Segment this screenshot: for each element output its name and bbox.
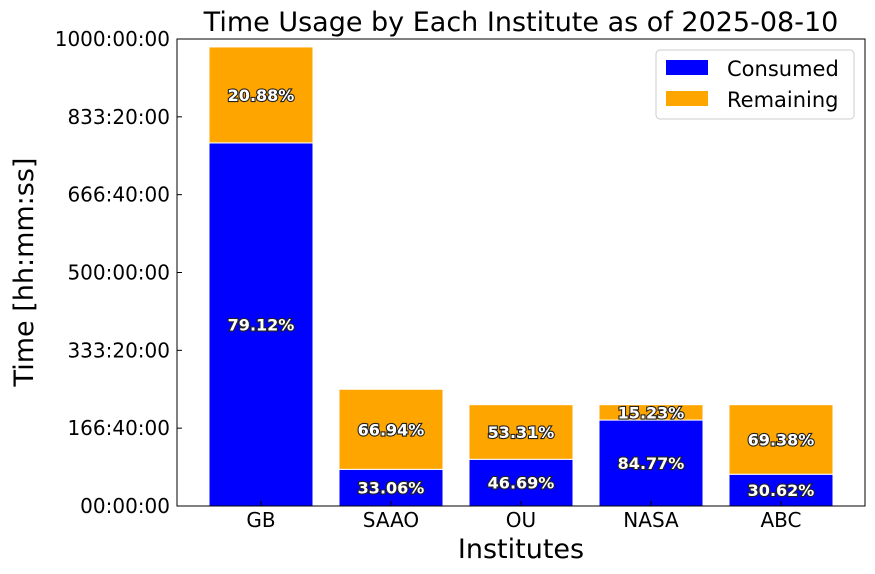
y-tick-label: 166:40:00 (67, 416, 170, 440)
x-tick-label-gb: GB (246, 508, 275, 532)
bar-label-remaining-saao: 66.94% (358, 420, 425, 439)
bar-label-consumed-saao: 33.06% (358, 479, 425, 498)
bar-remaining-abc (728, 404, 834, 475)
bar-label-remaining-abc: 69.38% (748, 430, 815, 449)
bar-remaining-saao (338, 388, 444, 470)
bar-remaining-nasa (598, 404, 704, 421)
x-tick-label-nasa: NASA (623, 508, 679, 532)
y-tick-label: 666:40:00 (67, 183, 170, 207)
legend-swatch-consumed (666, 60, 708, 75)
y-tick-label: 00:00:00 (80, 494, 170, 518)
bar-label-remaining-nasa: 15.23% (618, 403, 685, 422)
bar-label-consumed-nasa: 84.77% (618, 454, 685, 473)
bar-consumed-abc (728, 473, 834, 507)
x-tick-label-saao: SAAO (363, 508, 419, 532)
bar-remaining-gb (208, 46, 314, 144)
bar-consumed-gb (208, 142, 314, 507)
bar-label-remaining-ou: 53.31% (488, 423, 555, 442)
bar-label-consumed-ou: 46.69% (488, 474, 555, 493)
legend-label-remaining: Remaining (727, 88, 839, 112)
x-tick-label-ou: OU (506, 508, 536, 532)
y-tick-label: 500:00:00 (67, 261, 170, 285)
x-axis-title: Institutes (458, 534, 584, 565)
bar-label-consumed-gb: 79.12% (228, 315, 295, 334)
y-tick-label: 333:20:00 (67, 338, 170, 362)
x-tick-label-abc: ABC (760, 508, 801, 532)
y-tick-label: 833:20:00 (67, 105, 170, 129)
legend-swatch-remaining (666, 91, 708, 106)
legend: Consumed Remaining (655, 49, 855, 120)
x-axis: GB SAAO OU NASA ABC (246, 501, 802, 532)
y-tick-label: 1000:00:00 (55, 27, 170, 51)
legend-label-consumed: Consumed (727, 57, 839, 81)
chart-title: Time Usage by Each Institute as of 2025-… (203, 7, 839, 38)
bar-remaining-ou (468, 404, 574, 460)
bars-layer (208, 46, 834, 507)
y-axis-title: Time [hh:mm:ss] (9, 158, 40, 388)
bar-label-remaining-gb: 20.88% (228, 86, 295, 105)
bar-label-consumed-abc: 30.62% (748, 481, 815, 500)
y-axis: 00:00:00 166:40:00 333:20:00 500:00:00 666:4… (55, 27, 182, 518)
bar-labels-layer: 79.12% 20.88% 33.06% 66.94% 46.69% 53.31% 84.7… (227, 85, 816, 501)
